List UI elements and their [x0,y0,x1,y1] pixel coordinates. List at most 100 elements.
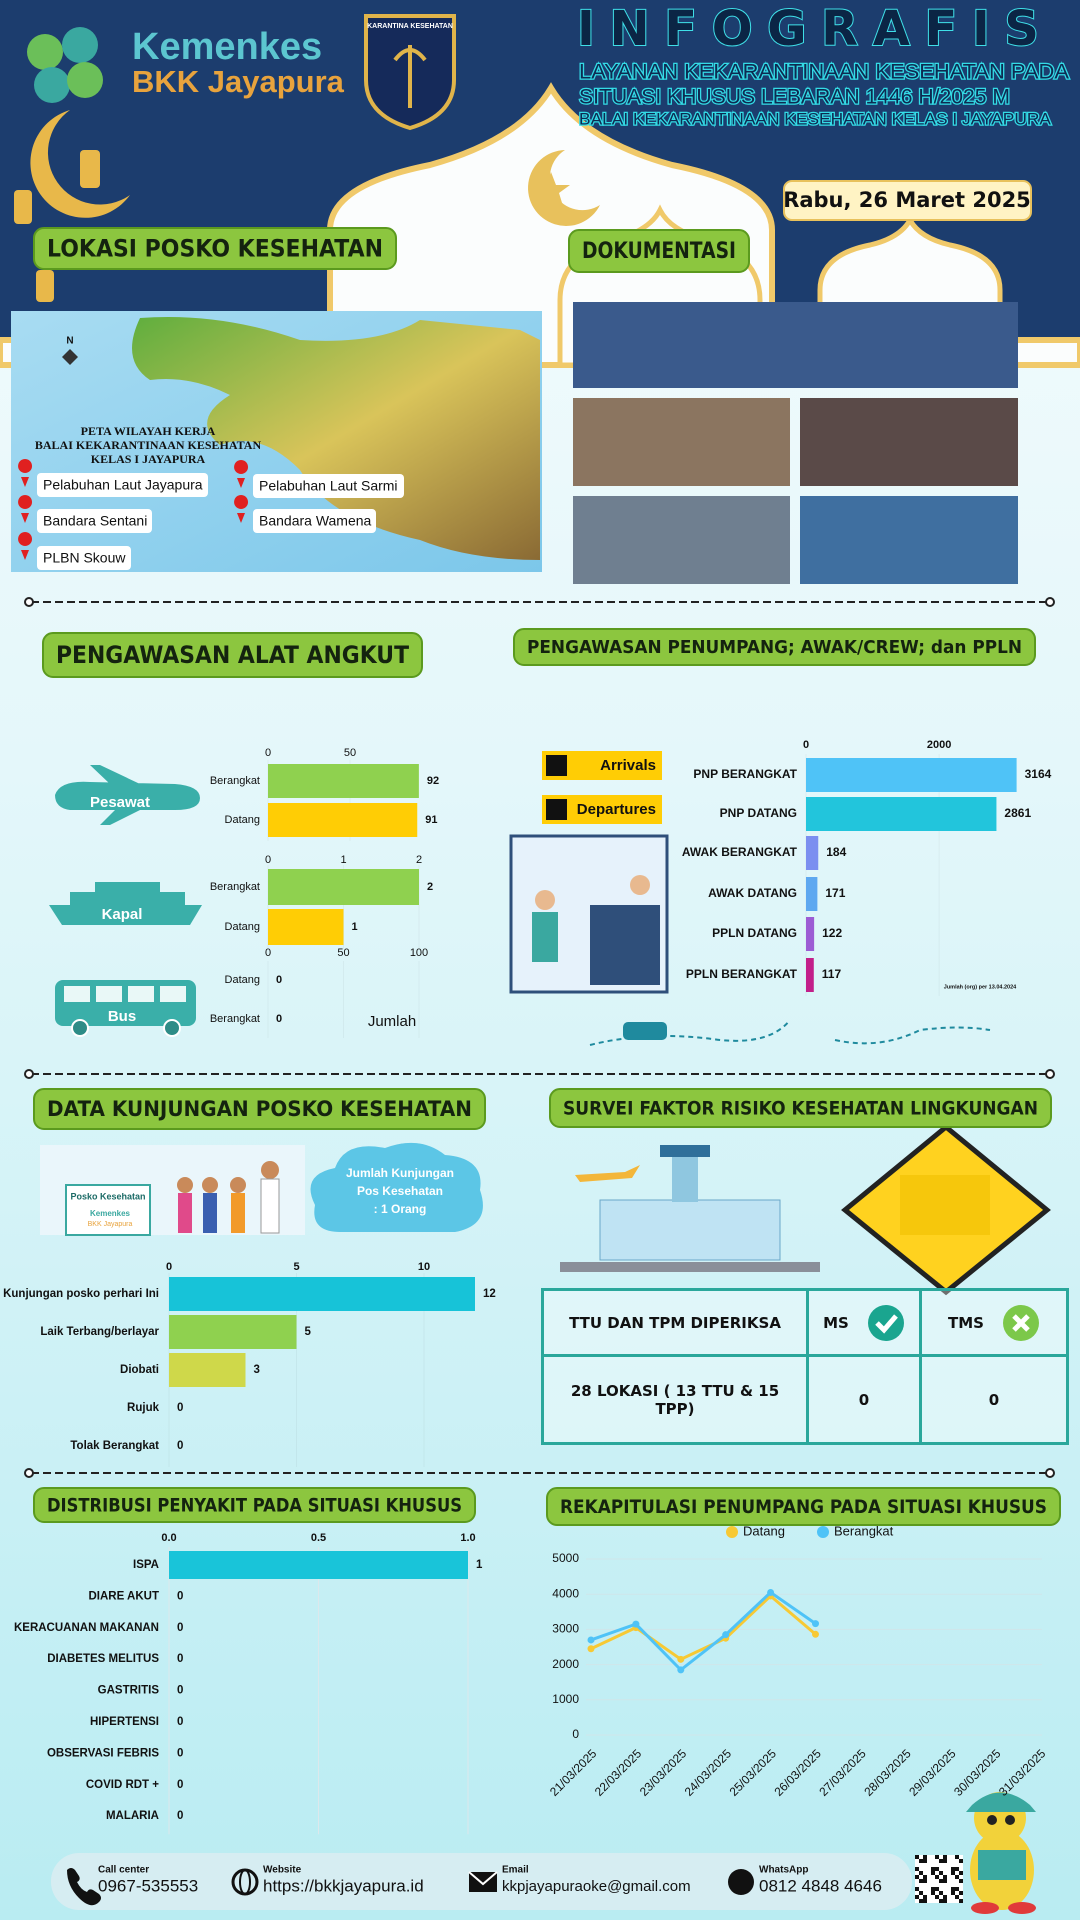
x-tick-label: 26/03/2025 [771,1746,824,1799]
qr-cell [943,1879,947,1883]
x-tick-label: 1.0 [460,1532,475,1544]
divider-end [1045,597,1055,607]
value-label: 2 [427,881,433,893]
qr-cell [935,1887,939,1891]
qr-cell [919,1879,923,1883]
point [812,1620,819,1628]
value-label: 0 [276,1013,282,1025]
x-tick-label: 10 [418,1261,430,1273]
section-pill [42,632,423,678]
bus-window [96,986,122,1002]
contact-label: WhatsApp [759,1865,808,1876]
qr-cell [919,1859,923,1863]
x-tick-label: 1 [340,854,346,866]
value-label: 0 [177,1440,183,1452]
point [632,1620,640,1628]
qr-cell [939,1871,943,1875]
qr-cell [951,1867,955,1871]
vehicle-label: Pesawat [90,794,150,811]
brand-name: Kemenkes [132,26,322,68]
mascot [966,1792,1036,1914]
cross-icon [1002,1304,1039,1341]
phone-icon [67,1868,101,1906]
bar [169,1353,246,1387]
map-land [132,316,540,560]
location-box [37,546,131,570]
qr-cell [935,1875,939,1879]
contact-label: Website [263,1865,302,1876]
value-label: 1 [476,1559,483,1571]
x-tick-label: 28/03/2025 [861,1746,914,1799]
y-tick-label: 2000 [552,1657,579,1671]
legend-marker [726,1526,738,1538]
x-tick-label: 2 [416,854,422,866]
qr-cell [951,1871,955,1875]
table-cell-text: 0 [988,1390,1000,1409]
photo [573,398,790,486]
qr-cell [939,1879,943,1883]
bar [268,803,418,837]
bar [806,797,997,831]
table-header: TTU DAN TPM DIPERIKSA [569,1313,781,1332]
legend-marker [817,1526,829,1538]
value-label: 0 [177,1653,183,1665]
qr-cell [959,1891,963,1895]
section-title: LOKASI POSKO KESEHATAN [47,235,383,263]
qr-cell [939,1899,943,1903]
section-title: REKAPITULASI PENUMPANG PADA SITUASI KHUS… [560,1496,1047,1518]
star [532,172,570,206]
photo [800,496,1018,584]
qr-cell [935,1867,939,1871]
photo [573,496,790,584]
table-header: MS [823,1313,849,1332]
value-label: 12 [483,1288,496,1300]
airport-illustration [560,1145,820,1272]
compass-label: N [66,336,73,347]
qr-cell [951,1887,955,1891]
x-tick-label: 0 [265,854,271,866]
section-title: DATA KUNJUNGAN POSKO KESEHATAN [47,1097,472,1121]
x-tick-label: 27/03/2025 [816,1746,869,1799]
contact-value: kkpjayapuraoke@gmail.com [502,1878,691,1895]
bus-window [64,986,90,1002]
category-label: Diobati [120,1364,159,1376]
divider-end [1045,1069,1055,1079]
section-title: DOKUMENTASI [582,239,736,264]
qr-cell [915,1867,919,1871]
section-pill [33,1088,486,1130]
category-label: Berangkat [210,775,260,787]
point [812,1630,819,1638]
value-label: 171 [825,886,845,900]
category-label: Datang [225,814,260,826]
y-tick-label: 1000 [552,1692,579,1706]
bar [169,1315,297,1349]
subtitle: SITUASI KHUSUS LEBARAN 1446 H/2025 M [579,86,1010,109]
category-label: Datang [225,921,260,933]
category-label: Tolak Berangkat [70,1440,159,1452]
qr-cell [939,1859,943,1863]
qr-cell [923,1859,927,1863]
section-title: PENGAWASAN ALAT ANGKUT [56,641,410,669]
value-label: 92 [427,775,439,787]
logo-mark [27,27,103,103]
point [587,1636,595,1644]
section-title: DISTRIBUSI PENYAKIT PADA SITUASI KHUSUS [47,1495,462,1517]
lantern [14,190,32,224]
x-tick-label: 0.5 [311,1532,326,1544]
category-label: ISPA [133,1559,159,1571]
qr-cell [919,1899,923,1903]
x-tick-label: 25/03/2025 [727,1746,780,1799]
flight-label: Departures [577,801,656,818]
category-label: DIABETES MELITUS [47,1653,159,1665]
qr-cell [959,1859,963,1863]
photo [800,398,1018,486]
bar [806,917,815,951]
bar [169,1277,475,1311]
point [587,1645,595,1653]
qr-cell [943,1895,947,1899]
x-tick-label: 100 [410,947,428,959]
table-cell: 0 [809,1357,922,1442]
safety-sign [841,1123,1051,1296]
section-pill [549,1088,1052,1128]
